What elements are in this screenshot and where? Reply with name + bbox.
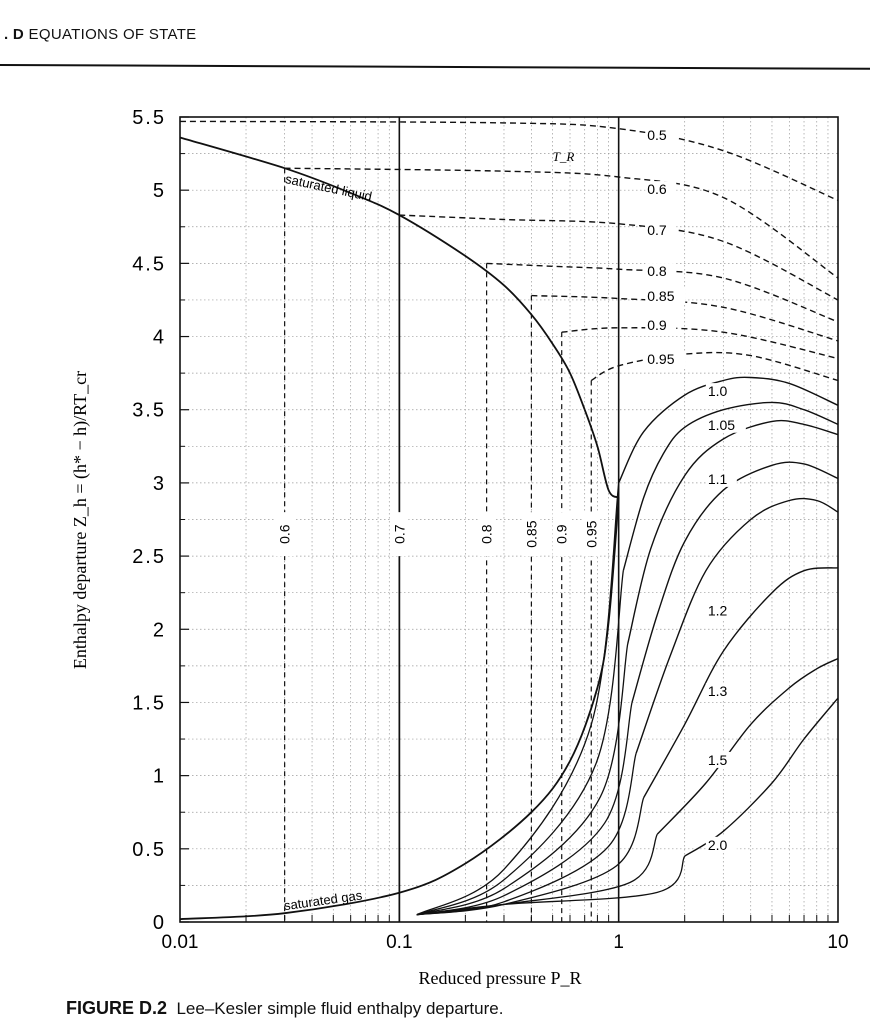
isotherm-tail-1.5 (416, 833, 658, 916)
isotherm-vertical-label-bg (390, 512, 409, 557)
y-tick-label: 3.5 (132, 400, 166, 422)
curve-label-0.9: 0.9 (647, 317, 667, 333)
curve-label-1.2: 1.2 (708, 603, 728, 619)
curve-label-bg (645, 263, 677, 280)
isotherm-curve-1.2 (635, 497, 839, 754)
x-tick-label: 1 (613, 932, 624, 953)
curve-label-0.7: 0.7 (647, 222, 667, 238)
y-tick-label: 1 (153, 766, 166, 788)
x-tick-label: 10 (827, 932, 848, 953)
y-tick-label: 3 (153, 473, 166, 495)
isotherm-curve-0.6 (284, 167, 839, 279)
isotherm-curve-1.15 (631, 461, 839, 703)
isotherm-vertical-label-0.9: 0.9 (554, 524, 570, 544)
caption-text: Lee–Kesler simple fluid enthalpy departu… (176, 999, 504, 1018)
header-title: EQUATIONS OF STATE (28, 26, 197, 43)
curve-label-bg (645, 350, 686, 367)
curve-label-1.5: 1.5 (708, 752, 728, 768)
curve-label-1.0: 1.0 (708, 383, 728, 399)
isotherm-vertical-label-bg (582, 512, 601, 557)
curve-label-bg (705, 836, 737, 853)
curve-label-2.0: 2.0 (708, 837, 728, 853)
curve-label-bg (645, 181, 677, 198)
y-tick-label: 4 (153, 327, 166, 349)
isotherm-vertical-label-0.95: 0.95 (583, 520, 599, 547)
isotherm-curve-0.95 (590, 351, 839, 382)
x-tick-label: 0.1 (386, 932, 412, 953)
curve-label-bg (705, 383, 737, 400)
isotherm-vertical-label-bg (552, 512, 571, 557)
isotherm-vertical-label-bg (275, 512, 294, 557)
isotherm-vertical-label-0.85: 0.85 (523, 520, 539, 547)
y-tick-label: 2 (153, 619, 166, 641)
enthalpy-departure-chart: 00.511.522.533.544.555.50.01 0.1 1 10 0.6 0.… (70, 107, 849, 988)
saturated-gas-label: saturated gas (283, 887, 364, 913)
curve-label-0.5: 0.5 (647, 127, 667, 143)
figure-caption: FIGURE D.2 Lee–Kesler simple fluid entha… (66, 998, 503, 1019)
y-tick-label: 0.5 (132, 839, 166, 861)
isotherm-curve-1.5 (656, 657, 839, 835)
curve-label-bg (645, 287, 686, 304)
curve-label-bg (705, 602, 737, 619)
curve-label-bg (705, 751, 737, 768)
isotherm-curve-0.8 (486, 262, 839, 323)
isotherm-tail-1.15 (416, 702, 633, 916)
curve-label-bg (645, 126, 677, 143)
x-tick-label: 0.01 (162, 932, 199, 953)
curve-label-0.95: 0.95 (647, 351, 674, 367)
curve-label-1.05: 1.05 (708, 417, 735, 433)
y-tick-label: 2.5 (132, 546, 166, 568)
curve-label-0.85: 0.85 (647, 288, 674, 304)
y-tick-label: 4.5 (132, 253, 166, 275)
y-axis-label: Enthalpy departure Z_h = (h* − h)/RT_cr (70, 371, 91, 669)
isotherm-tail-2.0 (416, 855, 686, 916)
y-tick-label: 5.5 (132, 107, 166, 129)
x-axis-label: Reduced pressure P_R (419, 968, 582, 988)
caption-figure-number: FIGURE D.2 (66, 998, 168, 1018)
saturated-liquid-label: saturated liquid (284, 171, 373, 204)
isotherm-curve-1.05 (622, 401, 839, 571)
curve-label-bg (705, 470, 737, 487)
header-prefix: . D (4, 26, 25, 43)
tr-label: T_R (553, 149, 575, 164)
curve-label-1.3: 1.3 (708, 683, 728, 699)
curve-label-bg (645, 317, 677, 334)
y-tick-label: 0 (153, 912, 166, 934)
isotherm-curve-0.7 (399, 214, 839, 301)
axis-layer: 0 0.5 1 1.5 2 2.5 3 3.5 4 4.5 5 5.5 0.01 0.1 1 10 (132, 107, 848, 953)
curve-label-bg (705, 683, 737, 700)
curve-layer (179, 120, 839, 922)
y-tick-label: 5 (153, 180, 166, 202)
y-tick-label: 1.5 (132, 692, 166, 714)
label-layer: 0.6 0.7 0.8 0.85 0.9 0.95 0.5 0.6 0.7 0.8 0.85 0.9 0… (275, 126, 746, 913)
curve-label-0.6: 0.6 (647, 181, 667, 197)
saturated-liquid-curve (179, 136, 620, 499)
isotherm-vertical-label-bg (477, 512, 496, 557)
isotherm-tail-1.05 (416, 570, 624, 916)
isotherm-curve-1.3 (643, 567, 839, 798)
isotherm-curve-1.1 (627, 419, 839, 645)
isotherm-curve-0.9 (561, 327, 839, 360)
curve-label-1.1: 1.1 (708, 471, 728, 487)
isotherm-vertical-label-0.6: 0.6 (277, 524, 293, 544)
curve-label-0.8: 0.8 (647, 263, 667, 279)
isotherm-vertical-label-bg (522, 512, 541, 557)
curve-label-bg (645, 222, 677, 239)
curve-label-bg (705, 416, 746, 433)
isotherm-vertical-label-0.7: 0.7 (391, 524, 407, 544)
isotherm-tail-1.1 (416, 643, 629, 916)
isotherm-vertical-label-0.8: 0.8 (479, 524, 495, 544)
isotherm-tail-1.0 (416, 482, 620, 916)
running-header: . D EQUATIONS OF STATE (4, 26, 196, 43)
isotherm-curve-0.5 (179, 120, 839, 202)
isotherm-tail-1.3 (416, 797, 645, 916)
isotherm-curve-1.0 (618, 376, 839, 484)
isotherm-curve-2.0 (684, 697, 839, 857)
